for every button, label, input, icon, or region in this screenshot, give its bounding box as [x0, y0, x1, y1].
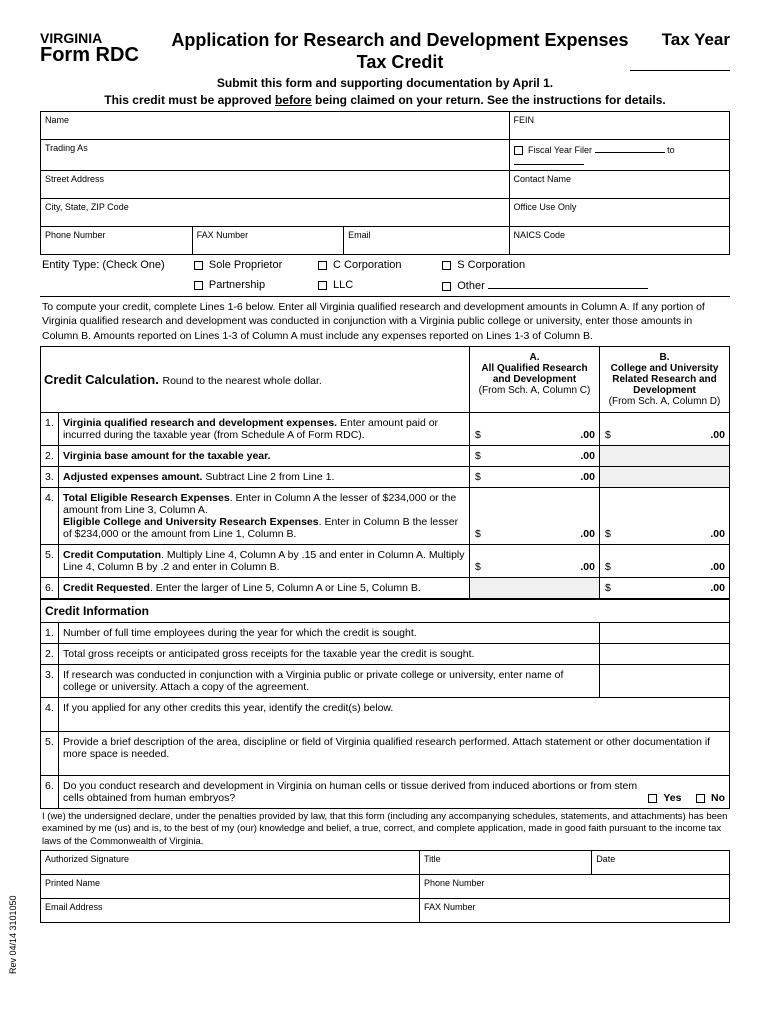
title-field[interactable]: Title	[419, 850, 591, 874]
info-3-text: If research was conducted in conjunction…	[59, 664, 600, 697]
line-4-col-a[interactable]: $.00	[470, 487, 600, 544]
info-2-value[interactable]	[600, 643, 730, 664]
tax-year-line	[630, 70, 730, 71]
col-b-header: B.College and University Related Researc…	[600, 346, 730, 412]
line-3-num: 3.	[41, 466, 59, 487]
info-1-text: Number of full time employees during the…	[59, 622, 600, 643]
intro-paragraph: To compute your credit, complete Lines 1…	[40, 297, 730, 346]
line-5-col-b[interactable]: $.00	[600, 544, 730, 577]
line-1-text: Virginia qualified research and developm…	[59, 412, 470, 445]
other-option[interactable]: Other	[440, 275, 730, 296]
email-field[interactable]: Email	[344, 227, 509, 255]
info-4-text[interactable]: If you applied for any other credits thi…	[59, 697, 730, 731]
line-2-col-b-blocked	[600, 445, 730, 466]
fiscal-year-field[interactable]: Fiscal Year Filer to	[509, 140, 729, 171]
fiscal-checkbox[interactable]	[514, 146, 523, 155]
no-checkbox[interactable]	[696, 794, 705, 803]
street-field[interactable]: Street Address	[41, 171, 510, 199]
s-corp-option[interactable]: S Corporation	[440, 255, 730, 275]
calc-header-note: Round to the nearest whole dollar.	[162, 375, 321, 387]
form-title: Application for Research and Development…	[170, 30, 630, 73]
sig-phone-field[interactable]: Phone Number	[419, 874, 729, 898]
instruction: This credit must be approved before bein…	[40, 93, 730, 107]
tax-year-label: Tax Year	[630, 30, 730, 50]
line-4-num: 4.	[41, 487, 59, 544]
auth-signature-field[interactable]: Authorized Signature	[41, 850, 420, 874]
line-4-col-b[interactable]: $.00	[600, 487, 730, 544]
line-3-col-b-blocked	[600, 466, 730, 487]
line-3-text: Adjusted expenses amount. Subtract Line …	[59, 466, 470, 487]
revision-label: Rev 04/14 3101050	[8, 895, 18, 974]
calculation-table: Credit Calculation. Round to the nearest…	[40, 346, 730, 599]
office-use-field: Office Use Only	[509, 199, 729, 227]
city-field[interactable]: City, State, ZIP Code	[41, 199, 510, 227]
trading-as-field[interactable]: Trading As	[41, 140, 510, 171]
line-6-col-b[interactable]: $.00	[600, 577, 730, 598]
c-corp-option[interactable]: C Corporation	[316, 255, 440, 275]
info-1-value[interactable]	[600, 622, 730, 643]
line-2-text: Virginia base amount for the taxable yea…	[59, 445, 470, 466]
fein-field[interactable]: FEIN	[509, 112, 729, 140]
info-6-row: Do you conduct research and development …	[59, 775, 730, 808]
llc-option[interactable]: LLC	[316, 275, 440, 296]
sig-fax-field[interactable]: FAX Number	[419, 898, 729, 922]
fax-field[interactable]: FAX Number	[192, 227, 344, 255]
line-5-text: Credit Computation. Multiply Line 4, Col…	[59, 544, 470, 577]
line-5-col-a[interactable]: $.00	[470, 544, 600, 577]
line-6-num: 6.	[41, 577, 59, 598]
info-2-num: 2.	[41, 643, 59, 664]
col-a-header: A.All Qualified Research and Development…	[470, 346, 600, 412]
partnership-option[interactable]: Partnership	[192, 275, 316, 296]
line-1-num: 1.	[41, 412, 59, 445]
line-4-text: Total Eligible Research Expenses. Enter …	[59, 487, 470, 544]
line-6-text: Credit Requested. Enter the larger of Li…	[59, 577, 470, 598]
info-6-text: Do you conduct research and development …	[63, 780, 648, 804]
sig-email-field[interactable]: Email Address	[41, 898, 420, 922]
declaration-text: I (we) the undersigned declare, under th…	[40, 809, 730, 850]
yes-checkbox[interactable]	[648, 794, 657, 803]
entity-type-section: Entity Type: (Check One) Sole Proprietor…	[40, 255, 730, 296]
line-6-col-a-blocked	[470, 577, 600, 598]
info-3-value[interactable]	[600, 664, 730, 697]
info-6-num: 6.	[41, 775, 59, 808]
line-1-col-b[interactable]: $.00	[600, 412, 730, 445]
contact-field[interactable]: Contact Name	[509, 171, 729, 199]
naics-field[interactable]: NAICS Code	[509, 227, 729, 255]
sole-proprietor-option[interactable]: Sole Proprietor	[192, 255, 316, 275]
line-2-num: 2.	[41, 445, 59, 466]
line-3-col-a[interactable]: $.00	[470, 466, 600, 487]
line-1-col-a[interactable]: $.00	[470, 412, 600, 445]
identity-table: Name FEIN Trading As Fiscal Year Filer t…	[40, 111, 730, 255]
info-1-num: 1.	[41, 622, 59, 643]
printed-name-field[interactable]: Printed Name	[41, 874, 420, 898]
subtitle: Submit this form and supporting document…	[40, 76, 730, 90]
calc-header: Credit Calculation.	[44, 372, 159, 387]
phone-field[interactable]: Phone Number	[41, 227, 193, 255]
info-5-text[interactable]: Provide a brief description of the area,…	[59, 731, 730, 775]
info-2-text: Total gross receipts or anticipated gros…	[59, 643, 600, 664]
credit-info-table: Credit Information 1. Number of full tim…	[40, 599, 730, 809]
form-name: Form RDC	[40, 44, 170, 67]
line-2-col-a[interactable]: $.00	[470, 445, 600, 466]
signature-table: Authorized Signature Title Date Printed …	[40, 850, 730, 923]
info-5-num: 5.	[41, 731, 59, 775]
line-5-num: 5.	[41, 544, 59, 577]
credit-info-header: Credit Information	[41, 599, 730, 622]
info-3-num: 3.	[41, 664, 59, 697]
info-4-num: 4.	[41, 697, 59, 731]
date-field[interactable]: Date	[592, 850, 730, 874]
entity-type-label: Entity Type: (Check One)	[40, 255, 192, 275]
name-field[interactable]: Name	[41, 112, 510, 140]
